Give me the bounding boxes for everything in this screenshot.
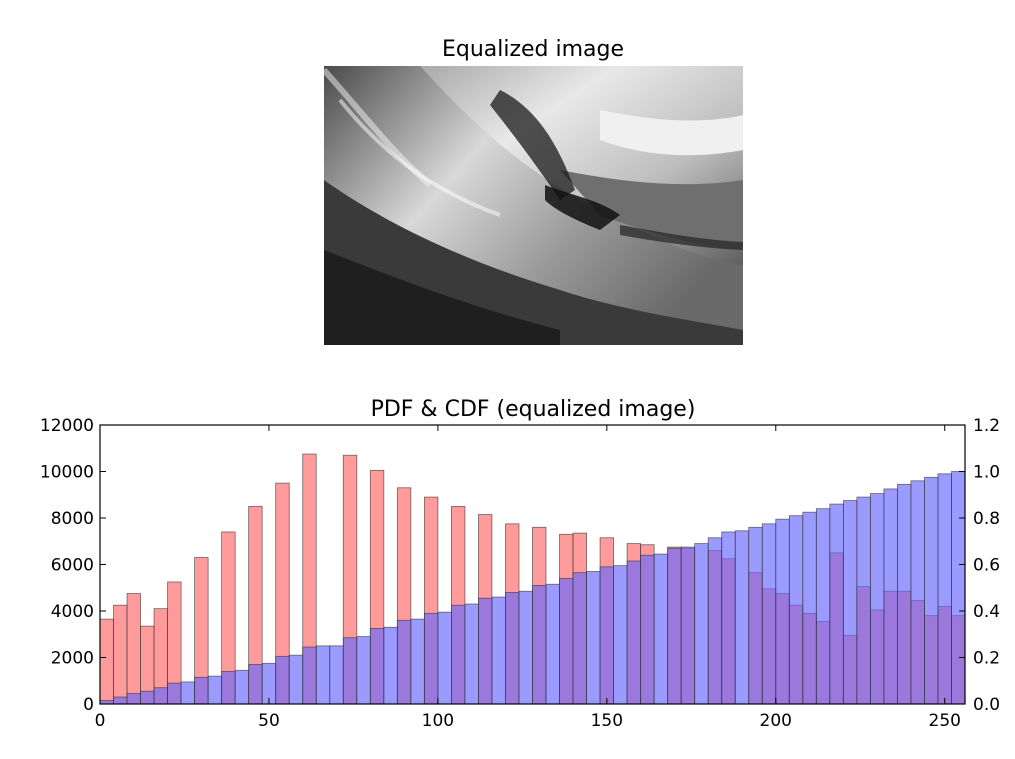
cdf-bar xyxy=(410,618,425,705)
cdf-bar xyxy=(275,655,290,705)
cdf-bar xyxy=(491,596,506,705)
x-tick-label: 50 xyxy=(258,711,280,731)
y-right-tick-label: 1.2 xyxy=(973,416,1000,436)
image-title: Equalized image xyxy=(442,37,624,62)
cdf-bar xyxy=(329,645,344,705)
cdf-bar xyxy=(599,566,615,705)
cdf-bar xyxy=(342,637,358,705)
cdf-bar xyxy=(545,583,560,705)
cdf-bar xyxy=(140,690,155,705)
y-right-tick-label: 0.2 xyxy=(973,649,1000,669)
cdf-bar xyxy=(153,687,168,705)
cdf-bar xyxy=(613,565,628,705)
cdf-bars xyxy=(99,471,966,705)
cdf-bar xyxy=(113,696,128,705)
pdf-bar xyxy=(99,618,114,705)
x-tick-label: 0 xyxy=(95,711,106,731)
cdf-bar xyxy=(383,626,398,705)
cdf-bar xyxy=(396,619,412,705)
cdf-bar xyxy=(815,508,831,705)
cdf-bar xyxy=(802,511,817,705)
cdf-bar xyxy=(288,654,304,705)
y-right-tick-label: 0.8 xyxy=(973,509,1000,529)
y-left-tick-label: 4000 xyxy=(51,602,94,622)
cdf-bar xyxy=(315,645,331,705)
y-left-tick-label: 8000 xyxy=(51,509,94,529)
cdf-bar xyxy=(937,473,952,705)
cdf-bar xyxy=(194,676,209,705)
cdf-bar xyxy=(437,611,452,705)
cdf-bar xyxy=(478,597,493,705)
cdf-bar xyxy=(532,585,547,705)
cdf-bar xyxy=(640,554,655,705)
cdf-bar xyxy=(302,646,317,705)
y-right-tick-label: 0.4 xyxy=(973,602,1000,622)
cdf-bar xyxy=(734,530,750,705)
cdf-bar xyxy=(829,503,844,705)
cdf-bar xyxy=(261,662,277,705)
cdf-bar xyxy=(951,471,966,705)
cdf-bar xyxy=(667,547,682,705)
equalized-image xyxy=(324,66,743,345)
y-left-tick-label: 10000 xyxy=(40,463,94,483)
cdf-bar xyxy=(356,636,371,705)
x-tick-label: 200 xyxy=(760,711,792,731)
cdf-bar xyxy=(586,571,601,705)
cdf-bar xyxy=(451,604,466,705)
cdf-bar xyxy=(626,560,642,705)
cdf-bar xyxy=(464,603,479,705)
cdf-bar xyxy=(707,537,723,705)
cdf-bar xyxy=(248,664,263,705)
cdf-bar xyxy=(126,693,141,705)
cdf-bar xyxy=(856,496,871,705)
y-right-tick-label: 0.0 xyxy=(973,695,1000,715)
cdf-bar xyxy=(221,671,236,705)
cdf-bar xyxy=(518,590,533,705)
chart-title: PDF & CDF (equalized image) xyxy=(371,397,696,422)
cdf-bar xyxy=(721,531,736,705)
cdf-bar xyxy=(924,476,939,705)
y-right-tick-label: 1.0 xyxy=(973,463,1000,483)
plot-area: 0 50 100 150 200 250 0 2000 4000 6000 8000 10000 120… xyxy=(40,416,1000,731)
y-left-tick-label: 6000 xyxy=(51,556,94,576)
cdf-bar xyxy=(653,553,669,705)
pdf-bar xyxy=(126,593,141,705)
cdf-bar xyxy=(748,526,763,705)
y-right-tick-label: 0.6 xyxy=(973,556,1000,576)
cdf-bar xyxy=(559,578,574,705)
cdf-bar xyxy=(869,493,885,705)
cdf-bar xyxy=(207,675,223,705)
cdf-bar xyxy=(234,669,250,705)
cdf-bar xyxy=(788,515,804,705)
x-tick-label: 100 xyxy=(422,711,454,731)
cdf-bar xyxy=(680,546,696,705)
y-left-tick-label: 2000 xyxy=(51,649,94,669)
cdf-bar xyxy=(369,628,385,705)
axis-ticks: 0 50 100 150 200 250 0 2000 4000 6000 8000 10000 120… xyxy=(40,416,1000,731)
y-left-tick-label: 0 xyxy=(83,695,94,715)
cdf-bar xyxy=(505,592,520,705)
cdf-bar xyxy=(910,480,925,705)
pdf-bar xyxy=(113,604,128,705)
cdf-bar xyxy=(572,572,587,705)
cdf-bar xyxy=(180,681,196,705)
cdf-bar xyxy=(775,518,790,705)
cdf-bar xyxy=(694,543,709,705)
cdf-bar xyxy=(897,483,912,705)
cdf-bar xyxy=(167,682,182,705)
cdf-bar xyxy=(423,612,439,705)
x-tick-label: 250 xyxy=(929,711,961,731)
cdf-bar xyxy=(842,500,858,705)
x-tick-label: 150 xyxy=(591,711,623,731)
cdf-bar xyxy=(761,523,777,705)
y-left-tick-label: 12000 xyxy=(40,416,94,436)
cdf-bar xyxy=(883,488,898,705)
